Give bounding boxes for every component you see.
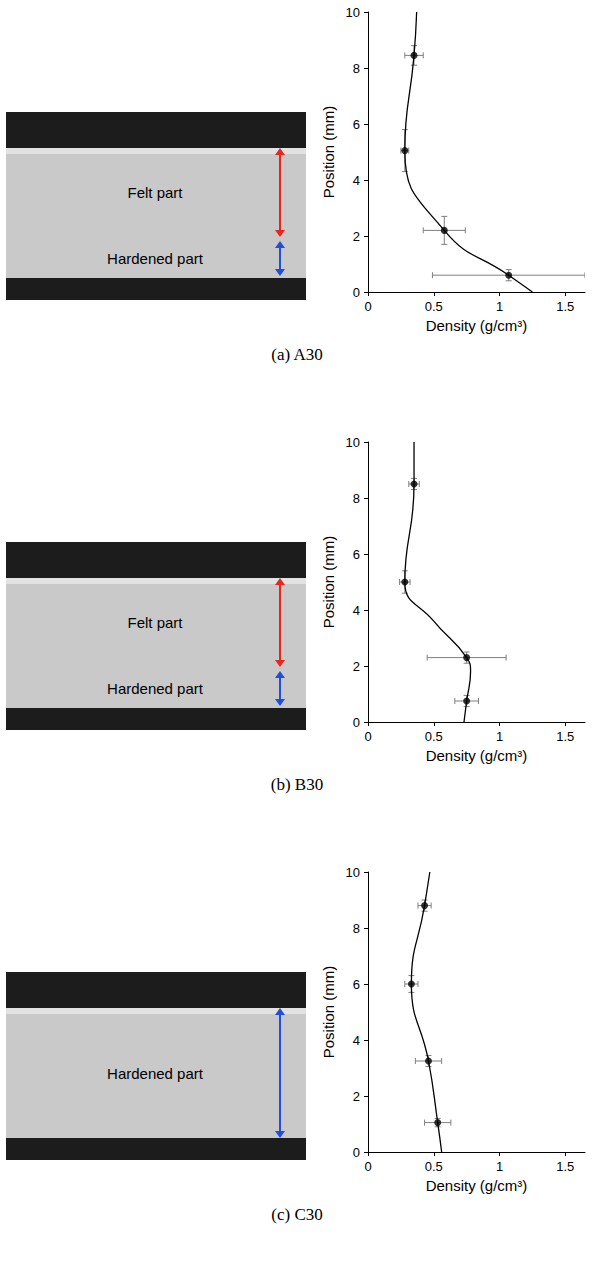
svg-text:0: 0 xyxy=(353,285,360,300)
svg-text:0.5: 0.5 xyxy=(425,299,443,314)
svg-text:10: 10 xyxy=(346,435,360,450)
svg-text:0.5: 0.5 xyxy=(425,729,443,744)
svg-text:0: 0 xyxy=(353,1145,360,1160)
svg-text:(c) C30: (c) C30 xyxy=(271,1205,322,1224)
svg-text:(a) A30: (a) A30 xyxy=(271,345,322,364)
svg-text:(b) B30: (b) B30 xyxy=(271,775,323,794)
svg-text:6: 6 xyxy=(353,547,360,562)
svg-text:1.5: 1.5 xyxy=(556,729,574,744)
svg-text:Hardened part: Hardened part xyxy=(107,250,204,267)
svg-text:Density (g/cm³): Density (g/cm³) xyxy=(426,1177,528,1194)
svg-text:1: 1 xyxy=(496,299,503,314)
svg-text:Position (mm): Position (mm) xyxy=(320,106,337,199)
svg-text:10: 10 xyxy=(346,865,360,880)
svg-text:4: 4 xyxy=(353,1033,360,1048)
svg-text:Felt part: Felt part xyxy=(127,614,183,631)
svg-text:0: 0 xyxy=(364,1159,371,1174)
svg-text:10: 10 xyxy=(346,5,360,20)
svg-text:1.5: 1.5 xyxy=(556,299,574,314)
svg-text:Density (g/cm³): Density (g/cm³) xyxy=(426,747,528,764)
svg-text:Position (mm): Position (mm) xyxy=(320,536,337,629)
svg-text:Density (g/cm³): Density (g/cm³) xyxy=(426,317,528,334)
svg-text:2: 2 xyxy=(353,659,360,674)
svg-text:2: 2 xyxy=(353,229,360,244)
svg-text:0: 0 xyxy=(364,299,371,314)
svg-text:1: 1 xyxy=(496,729,503,744)
svg-text:Felt part: Felt part xyxy=(127,184,183,201)
svg-text:1: 1 xyxy=(496,1159,503,1174)
svg-text:2: 2 xyxy=(353,1089,360,1104)
svg-text:Position (mm): Position (mm) xyxy=(320,966,337,1059)
svg-text:6: 6 xyxy=(353,977,360,992)
svg-text:Hardened part: Hardened part xyxy=(107,1065,204,1082)
svg-text:1.5: 1.5 xyxy=(556,1159,574,1174)
svg-text:0: 0 xyxy=(353,715,360,730)
svg-text:8: 8 xyxy=(353,921,360,936)
svg-text:0: 0 xyxy=(364,729,371,744)
svg-text:8: 8 xyxy=(353,491,360,506)
svg-text:0.5: 0.5 xyxy=(425,1159,443,1174)
svg-text:6: 6 xyxy=(353,117,360,132)
svg-text:4: 4 xyxy=(353,603,360,618)
svg-text:8: 8 xyxy=(353,61,360,76)
svg-text:Hardened part: Hardened part xyxy=(107,680,204,697)
svg-text:4: 4 xyxy=(353,173,360,188)
